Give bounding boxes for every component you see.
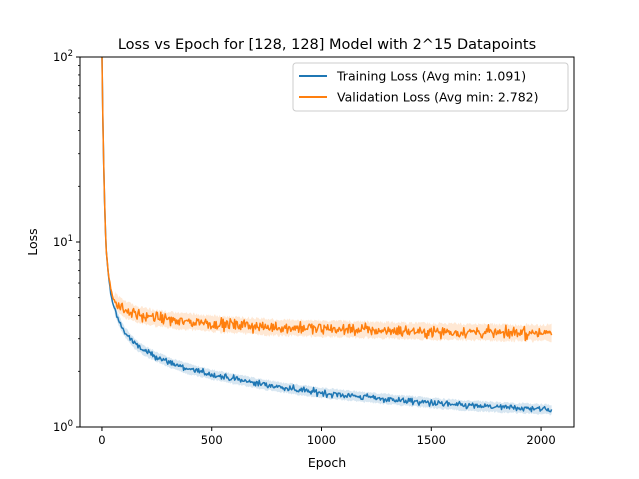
plot-area <box>101 57 553 416</box>
x-tick-label: 1500 <box>417 433 446 447</box>
x-tick-label: 1000 <box>307 433 336 447</box>
x-tick-label: 0 <box>98 433 105 447</box>
y-tick-label: 102 <box>53 49 73 64</box>
y-axis-label: Loss <box>25 228 40 255</box>
y-tick-label: 100 <box>53 419 73 434</box>
x-axis-label: Epoch <box>308 455 346 470</box>
legend-label-training: Training Loss (Avg min: 1.091) <box>336 69 526 84</box>
legend-box <box>292 62 569 112</box>
axis-ticks: 0 500 1000 1500 2000 100 101 102 <box>53 49 556 447</box>
y-tick-label: 101 <box>53 234 73 249</box>
x-tick-label: 2000 <box>526 433 555 447</box>
chart-title: Loss vs Epoch for [128, 128] Model with … <box>118 37 536 53</box>
axes-frame <box>79 56 575 428</box>
x-tick-label: 500 <box>201 433 223 447</box>
series-line-1 <box>101 57 553 342</box>
legend: Training Loss (Avg min: 1.091) Validatio… <box>292 62 569 112</box>
series-line-0 <box>101 57 553 413</box>
legend-label-validation: Validation Loss (Avg min: 2.782) <box>337 90 539 105</box>
